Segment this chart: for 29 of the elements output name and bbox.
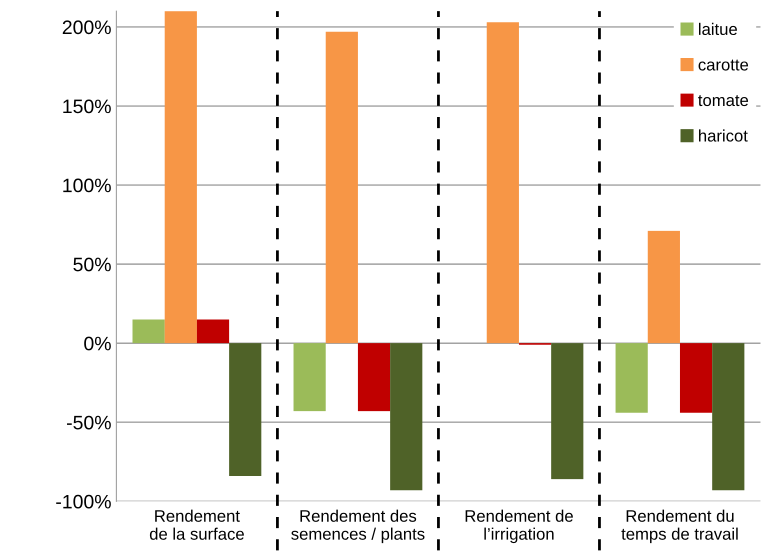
legend-label: laitue <box>698 22 737 36</box>
bar <box>196 319 230 344</box>
bar <box>326 32 358 344</box>
bar <box>486 22 519 344</box>
x-tick-label: Rendement de la surface <box>150 510 244 540</box>
legend-label: tomate <box>698 95 748 106</box>
y-tick-label: 200% <box>62 20 111 34</box>
x-tick-label: Rendement de l’irrigation <box>466 510 573 544</box>
y-tick-label: -100% <box>56 494 111 509</box>
bar <box>648 230 680 344</box>
x-tick-label: Rendement du temps de travail <box>621 510 738 544</box>
bar <box>294 343 326 412</box>
x-tick-label: Rendement des semences / plants <box>291 510 424 544</box>
bar <box>358 343 390 412</box>
y-tick-label: 100% <box>63 178 111 192</box>
bar <box>551 343 584 480</box>
bar <box>132 319 165 344</box>
y-tick-label: 150% <box>63 99 111 114</box>
y-tick-label: 50% <box>73 258 111 272</box>
bar <box>164 11 197 344</box>
bar <box>390 343 422 490</box>
bar <box>680 343 712 413</box>
legend-label: haricot <box>699 129 748 142</box>
y-tick-label: -50% <box>67 416 111 430</box>
bar <box>229 343 262 476</box>
y-tick-label: 0% <box>84 336 111 350</box>
bar <box>616 343 648 413</box>
bar <box>712 343 744 490</box>
legend-label: carotte <box>698 60 748 71</box>
